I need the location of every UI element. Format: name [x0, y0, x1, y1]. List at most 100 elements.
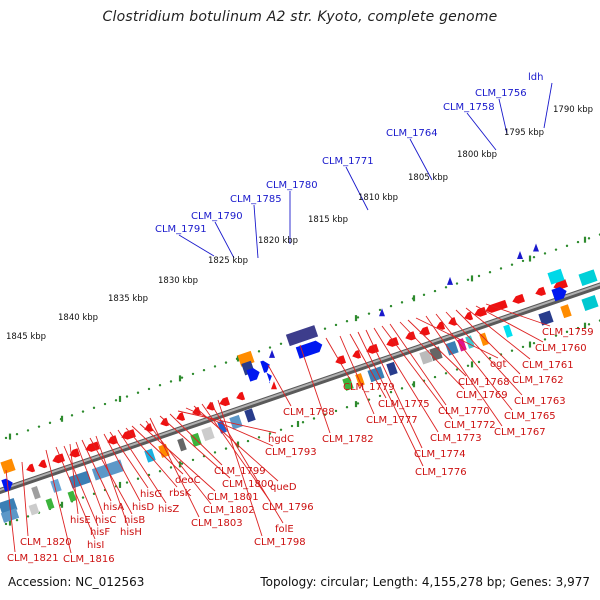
reverse-gene-label: CLM_1779 — [343, 382, 395, 393]
gene-block — [386, 361, 398, 376]
forward-gene-label: CLM_1756 — [475, 88, 527, 99]
reverse-gene-label: ogt — [490, 359, 506, 370]
reverse-leader — [89, 437, 133, 515]
reverse-gene-label: CLM_1762 — [512, 375, 564, 386]
reverse-gene-label: CLM_1782 — [322, 434, 374, 445]
reverse-leader — [465, 307, 531, 360]
reverse-leader — [267, 364, 292, 407]
ruler-dot — [587, 237, 591, 240]
reverse-gene-label: hisF — [90, 527, 110, 538]
gene-marker — [379, 308, 385, 317]
ruler-dot — [257, 436, 261, 439]
reverse-leader — [193, 405, 279, 482]
ruler-dot — [114, 399, 118, 402]
ruler-dot — [345, 319, 349, 323]
reverse-leader — [169, 413, 223, 466]
forward-leader — [345, 166, 369, 211]
gene-block — [581, 295, 599, 311]
reverse-leader — [131, 425, 184, 475]
reverse-leader — [357, 331, 424, 467]
reverse-leader — [399, 321, 465, 390]
ruler-dot — [136, 391, 140, 394]
kbp-tick-label: 1790 kbp — [553, 105, 593, 115]
reverse-leader — [139, 423, 216, 492]
ruler-dot — [477, 360, 481, 364]
forward-gene-label: CLM_1758 — [443, 102, 495, 113]
kbp-tick-label: 1830 kbp — [158, 276, 198, 286]
reverse-leader — [63, 445, 99, 527]
gene-arrow — [176, 412, 186, 421]
ruler-dot — [554, 248, 558, 251]
ruler-dot — [26, 429, 30, 432]
gene-block — [0, 458, 16, 474]
forward-leader — [253, 204, 259, 259]
gene-block — [201, 426, 215, 442]
kbp-tick-label: 1810 kbp — [358, 193, 398, 203]
accession-label: Accession: NC_012563 — [8, 575, 145, 589]
ruler-dot — [301, 421, 305, 424]
ruler-dot — [521, 259, 525, 263]
ruler-dot — [499, 267, 503, 270]
gene-arrow — [107, 435, 119, 445]
forward-gene-label: CLM_1785 — [230, 194, 282, 205]
reverse-leader — [81, 439, 112, 502]
ruler-dot — [334, 409, 338, 413]
reverse-gene-label: hisE — [70, 515, 91, 526]
gene-marker — [517, 250, 523, 259]
genome-backbone — [0, 282, 600, 495]
reverse-gene-label: CLM_1761 — [522, 360, 574, 371]
reverse-gene-label: CLM_1776 — [415, 467, 467, 478]
reverse-leader — [125, 427, 178, 488]
gene-marker — [533, 243, 539, 252]
ruler-dot — [334, 323, 338, 327]
kbp-tick-labels: 1845 kbp 1840 kbp 1835 kbp 1830 kbp 1825 kbp… — [6, 105, 593, 342]
reverse-leader — [45, 449, 72, 554]
reverse-gene-label: folE — [275, 524, 294, 535]
ruler-dot — [532, 255, 536, 259]
reverse-leader — [325, 337, 352, 382]
ruler-dot — [455, 282, 459, 285]
gene-arrow — [405, 331, 417, 341]
gene-block — [45, 498, 55, 510]
reverse-gene-label: deoC — [175, 475, 201, 486]
reverse-gene-label: CLM_1768 — [458, 377, 510, 388]
reverse-leader — [159, 415, 231, 479]
reverse-gene-label: hisD — [132, 502, 154, 513]
gene-arrow — [553, 279, 568, 290]
gene-arrow — [551, 286, 567, 302]
reverse-gene-label: CLM_1765 — [504, 411, 556, 422]
gene-block — [538, 310, 554, 326]
gene-arrow — [1, 478, 13, 492]
reverse-gene-label: CLM_1821 — [7, 553, 59, 564]
gene-block — [285, 325, 319, 347]
reverse-leader — [103, 433, 141, 502]
reverse-gene-label: CLM_1799 — [214, 466, 266, 477]
ruler-dot — [180, 462, 184, 465]
forward-gene-label: CLM_1780 — [266, 180, 318, 191]
reverse-gene-label: CLM_1798 — [254, 537, 306, 548]
forward-gene-label: CLM_1771 — [322, 156, 374, 167]
ruler-dot — [510, 263, 514, 266]
ruler-dot — [125, 481, 129, 484]
reverse-gene-label: CLM_1788 — [283, 407, 335, 418]
reverse-gene-label: CLM_1802 — [203, 505, 255, 516]
gene-arrow — [512, 293, 525, 304]
gene-block — [28, 503, 40, 516]
ruler-dot — [466, 364, 470, 367]
ruler-dot — [323, 327, 327, 330]
gene-marker — [447, 276, 453, 285]
genome-summary: Topology: circular; Length: 4,155,278 bp… — [260, 575, 590, 589]
gene-block — [457, 338, 467, 352]
reverse-gene-label: CLM_1759 — [542, 327, 594, 338]
ruler-dot — [554, 334, 558, 337]
kbp-tick-label: 1805 kbp — [408, 173, 448, 183]
gene-block — [560, 304, 572, 319]
reverse-gene-label: CLM_1774 — [414, 449, 466, 460]
ruler-dot — [356, 402, 360, 405]
ruler-dot — [4, 522, 8, 526]
reverse-gene-label: CLM_1770 — [438, 406, 490, 417]
gene-marker — [271, 381, 277, 390]
forward-gene-label: ldh — [528, 72, 543, 83]
reverse-gene-label: CLM_1760 — [535, 343, 587, 354]
ruler-dot — [213, 451, 217, 454]
